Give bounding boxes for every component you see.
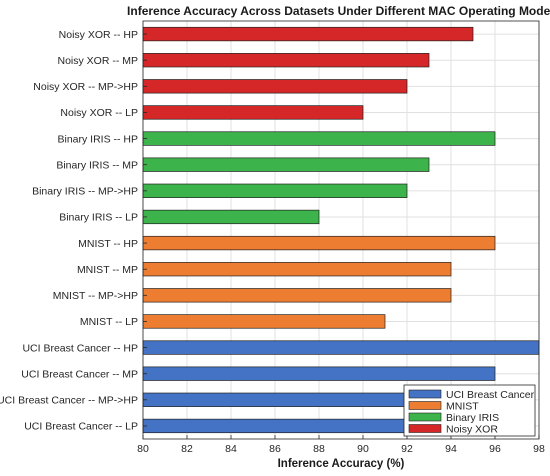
x-tick-label: 84 xyxy=(225,443,237,455)
legend-swatch xyxy=(408,401,442,410)
bar xyxy=(142,79,408,94)
bar xyxy=(142,288,452,303)
x-tick-label: 80 xyxy=(137,443,149,455)
bar xyxy=(142,105,364,120)
y-tick-label: Noisy XOR -- LP xyxy=(60,107,138,119)
legend-label: UCI Breast Cancer xyxy=(446,389,535,401)
y-tick-label: MNIST -- LP xyxy=(80,316,138,328)
bar xyxy=(142,340,540,355)
y-tick-label: Noisy XOR -- MP->HP xyxy=(33,81,138,93)
y-tick-label: Noisy XOR -- HP xyxy=(59,29,138,41)
bar xyxy=(142,183,408,198)
x-axis-label: Inference Accuracy (%) xyxy=(278,458,405,470)
y-tick-label: UCI Breast Cancer -- MP xyxy=(21,368,138,380)
bar xyxy=(142,26,474,42)
bar xyxy=(142,235,496,251)
bar xyxy=(142,53,430,68)
bars xyxy=(142,26,540,434)
plot-frame xyxy=(142,20,540,440)
bar xyxy=(142,131,496,146)
x-tick-label: 82 xyxy=(181,443,193,455)
y-axis-labels: Noisy XOR -- HP Noisy XOR -- MP Noisy XOR … xyxy=(0,29,147,433)
y-tick-label: UCI Breast Cancer -- LP xyxy=(24,421,138,433)
y-tick-label: Noisy XOR -- MP xyxy=(57,55,138,67)
legend-label: Noisy XOR xyxy=(446,424,498,436)
y-tick-label: Binary IRIS -- LP xyxy=(59,212,138,224)
x-tick-label: 96 xyxy=(489,443,501,455)
legend-swatch xyxy=(408,412,442,422)
legend-swatch xyxy=(408,389,442,399)
y-tick-label: MNIST -- HP xyxy=(78,238,138,250)
legend-label: Binary IRIS xyxy=(446,412,499,424)
bar xyxy=(142,209,320,225)
x-tick-label: 90 xyxy=(357,443,369,455)
bar xyxy=(142,157,430,172)
legend-label: MNIST xyxy=(446,401,479,413)
chart-title: Inference Accuracy Across Datasets Under… xyxy=(127,4,550,18)
x-tick-label: 86 xyxy=(269,443,281,455)
y-tick-label: UCI Breast Cancer -- HP xyxy=(22,342,138,354)
y-tick-label: Binary IRIS -- MP->HP xyxy=(32,186,138,198)
bar xyxy=(142,314,386,329)
y-tick-label: MNIST -- MP xyxy=(77,264,138,276)
y-tick-label: UCI Breast Cancer -- MP->HP xyxy=(0,395,138,407)
x-tick-label: 94 xyxy=(445,443,457,455)
legend-swatch xyxy=(408,424,442,433)
x-tick-label: 92 xyxy=(401,443,413,455)
bar xyxy=(142,418,408,434)
bar xyxy=(142,366,496,381)
x-axis-ticks: 80 82 84 86 88 90 92 94 96 98 xyxy=(137,435,545,455)
y-tick-label: MNIST -- MP->HP xyxy=(53,290,138,302)
y-tick-label: Binary IRIS -- MP xyxy=(56,159,138,171)
x-tick-label: 88 xyxy=(313,443,325,455)
x-tick-label: 98 xyxy=(533,443,545,455)
bar xyxy=(142,262,452,277)
y-tick-label: Binary IRIS -- HP xyxy=(57,133,138,145)
